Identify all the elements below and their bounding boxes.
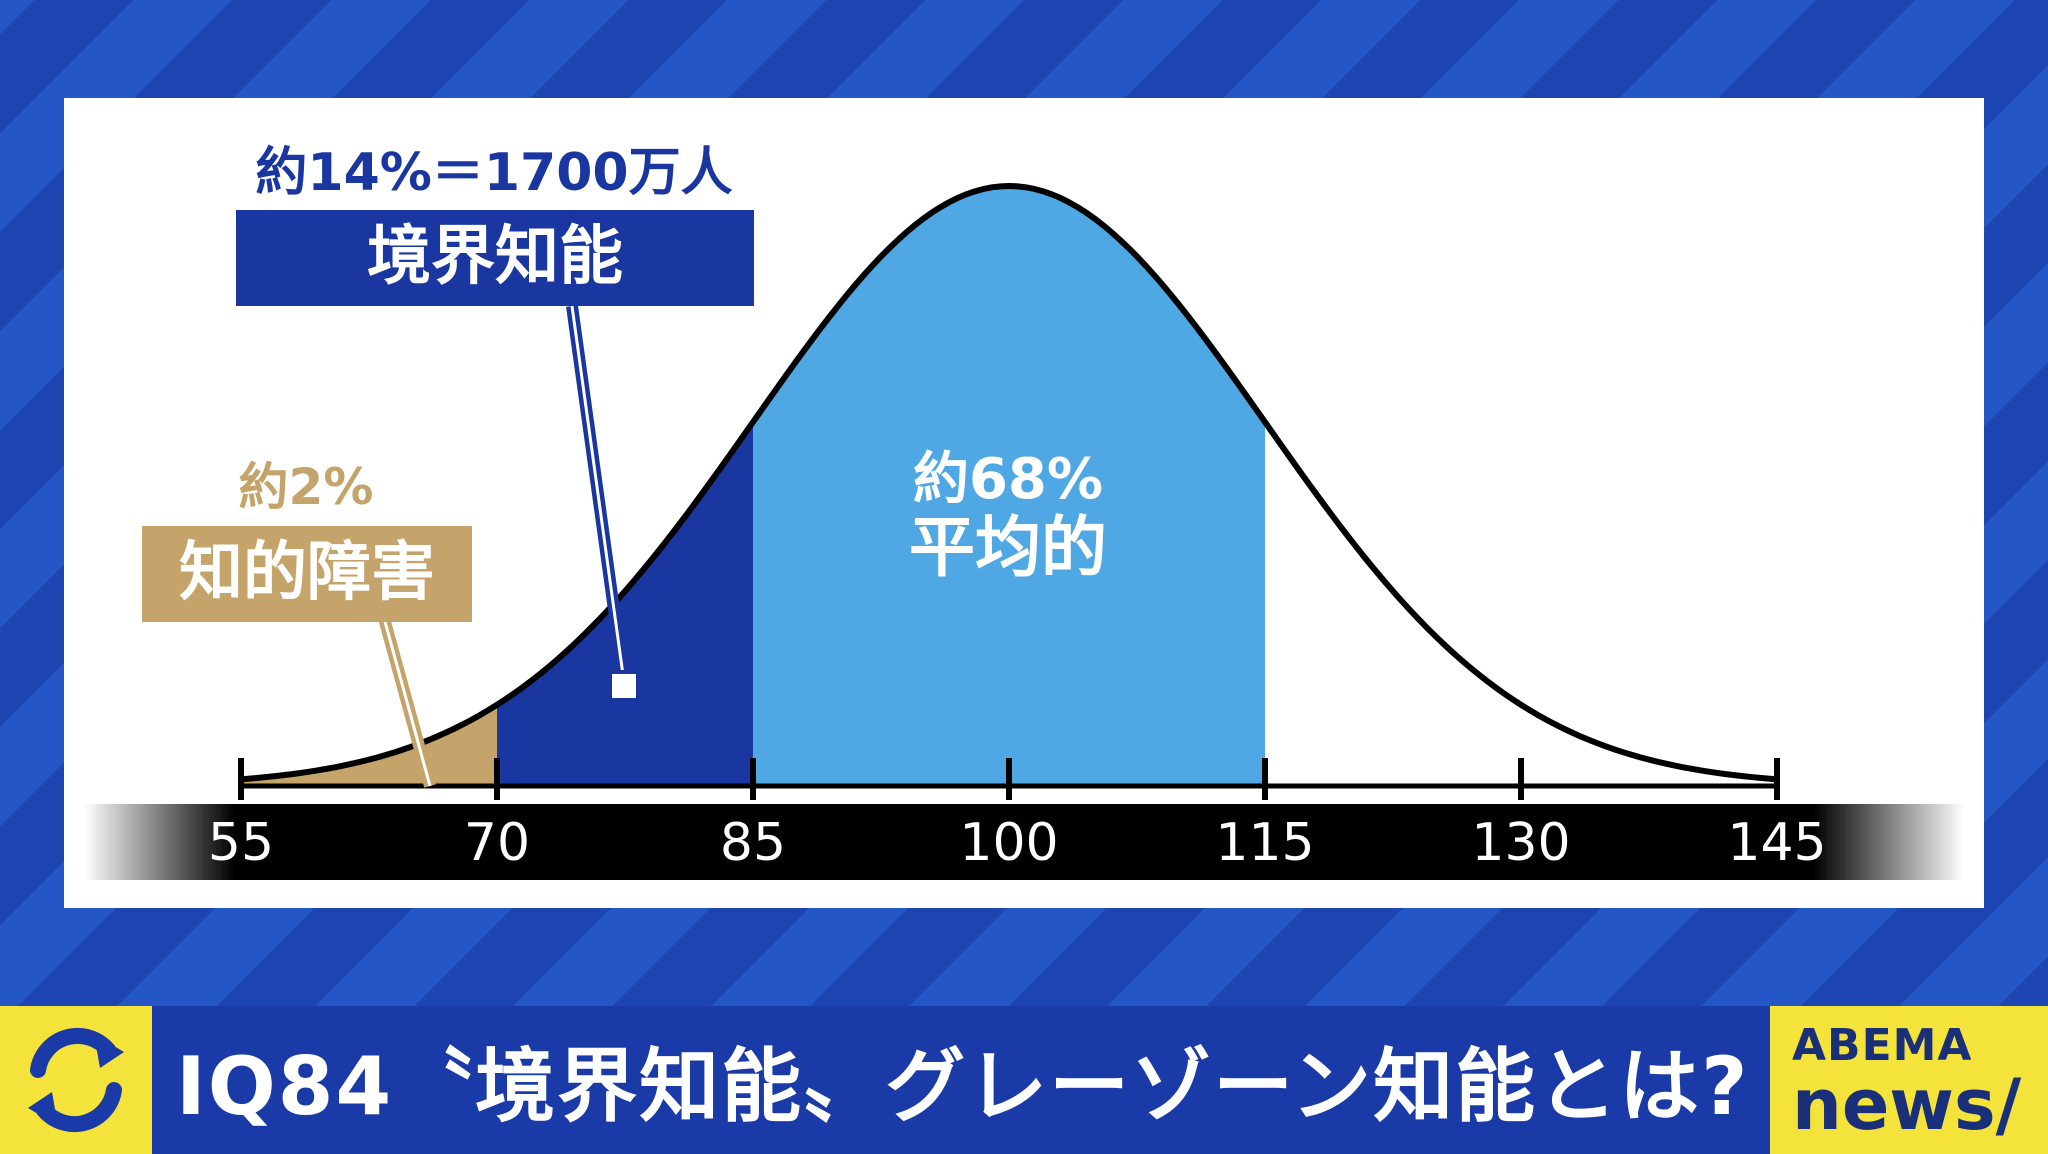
borderline-label-box [236, 210, 754, 306]
disability-pointer-inner [382, 617, 432, 787]
average-label: 平均的 [909, 509, 1107, 586]
bell-curve-chart: 55 70 85 100 115 130 145 約2% 知的障害 約14%＝1700万人 … [84, 143, 1964, 880]
abema-news-logo: ABEMA news/ [1792, 1022, 2032, 1142]
disability-percent-label: 約2% [239, 458, 374, 516]
x-tick-label-100: 100 [959, 813, 1058, 873]
logo-line1: ABEMA [1792, 1020, 1973, 1071]
chart-panel: 55 70 85 100 115 130 145 約2% 知的障害 約14%＝1700万人 … [64, 98, 1984, 908]
borderline-pointer-marker [608, 670, 640, 702]
borderline-pointer-inner [570, 305, 626, 683]
x-tick-label-115: 115 [1215, 813, 1314, 873]
x-axis-bar [84, 804, 1964, 880]
region-area-0 [241, 704, 497, 786]
borderline-label: 境界知能 [367, 220, 623, 294]
x-tick-label-70: 70 [464, 813, 530, 873]
logo-line2: news/ [1792, 1064, 2022, 1146]
headline-text: IQ84〝境界知能〟グレーゾーン知能とは? [176, 1040, 1750, 1133]
borderline-percent-label: 約14%＝1700万人 [255, 143, 732, 203]
refresh-icon [28, 1027, 124, 1133]
bell-curve-line [240, 182, 1778, 783]
disability-label-box [142, 526, 472, 622]
headline-box: IQ84〝境界知能〟グレーゾーン知能とは? [152, 1006, 1770, 1154]
x-tick-label-145: 145 [1727, 813, 1826, 873]
x-tick-label-130: 130 [1471, 813, 1570, 873]
disability-label: 知的障害 [179, 536, 435, 610]
region-area-2 [753, 186, 1265, 786]
x-tick-label-85: 85 [720, 813, 786, 873]
average-percent-label: 約68% [913, 447, 1103, 512]
x-tick-label-55: 55 [208, 813, 274, 873]
